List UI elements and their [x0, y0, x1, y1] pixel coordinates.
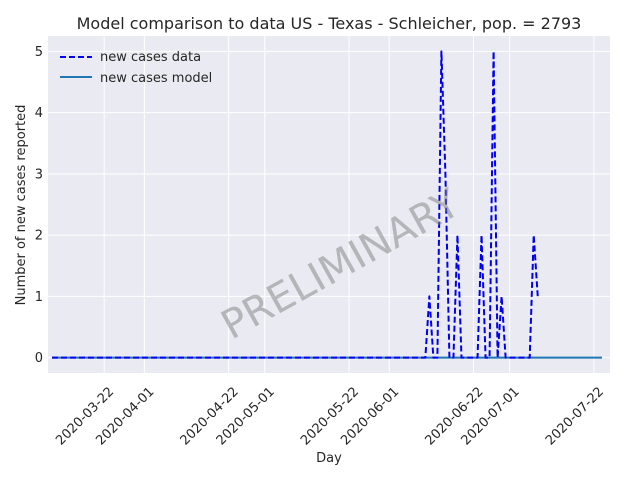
- x-axis-label: Day: [316, 451, 342, 466]
- legend-label-data: new cases data: [100, 50, 201, 65]
- y-tick-label: 2: [35, 229, 43, 244]
- y-tick-label: 4: [35, 106, 43, 121]
- legend-label-model: new cases model: [100, 71, 212, 86]
- y-tick-label: 5: [35, 45, 43, 60]
- series-layer: [52, 50, 602, 359]
- chart-title: Model comparison to data US - Texas - Sc…: [77, 14, 582, 33]
- plot-area: [48, 36, 610, 373]
- grid: [48, 36, 610, 373]
- y-tick-labels: 0 1 2 3 4 5: [35, 45, 43, 366]
- y-tick-label: 1: [35, 290, 43, 305]
- series-line-new-cases-data: [52, 50, 539, 359]
- legend: new cases data new cases model: [60, 50, 212, 86]
- y-axis-label: Number of new cases reported: [14, 105, 29, 306]
- y-tick-label: 3: [35, 167, 43, 182]
- y-tick-label: 0: [35, 351, 43, 366]
